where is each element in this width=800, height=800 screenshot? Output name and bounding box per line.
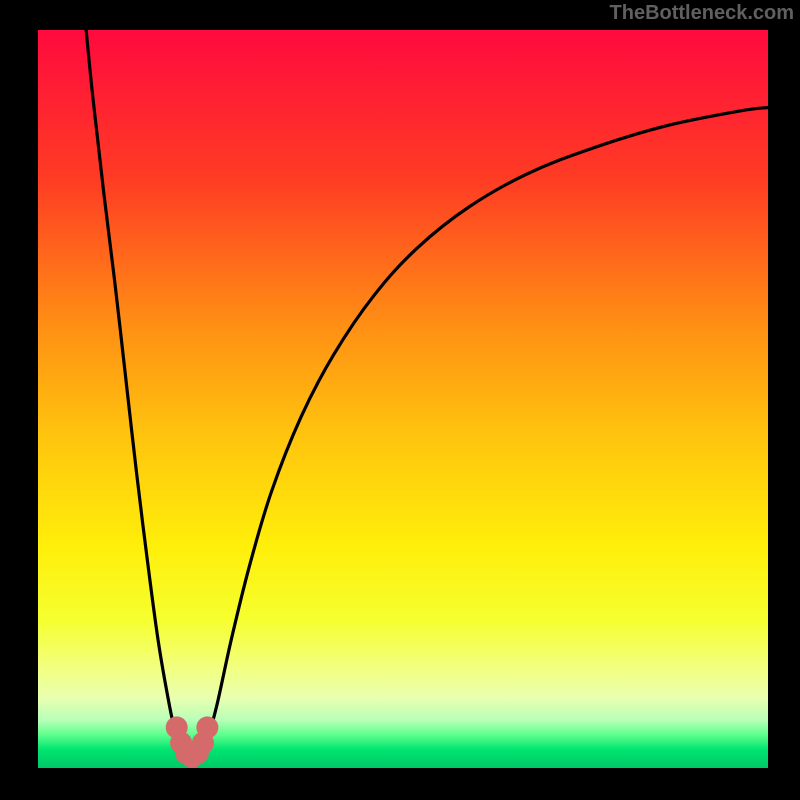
watermark-text: TheBottleneck.com — [610, 2, 794, 25]
chart-container: TheBottleneck.com — [0, 0, 800, 800]
plot-area — [38, 30, 768, 768]
gradient-background — [38, 30, 768, 768]
bottleneck-curve-chart — [38, 30, 768, 768]
